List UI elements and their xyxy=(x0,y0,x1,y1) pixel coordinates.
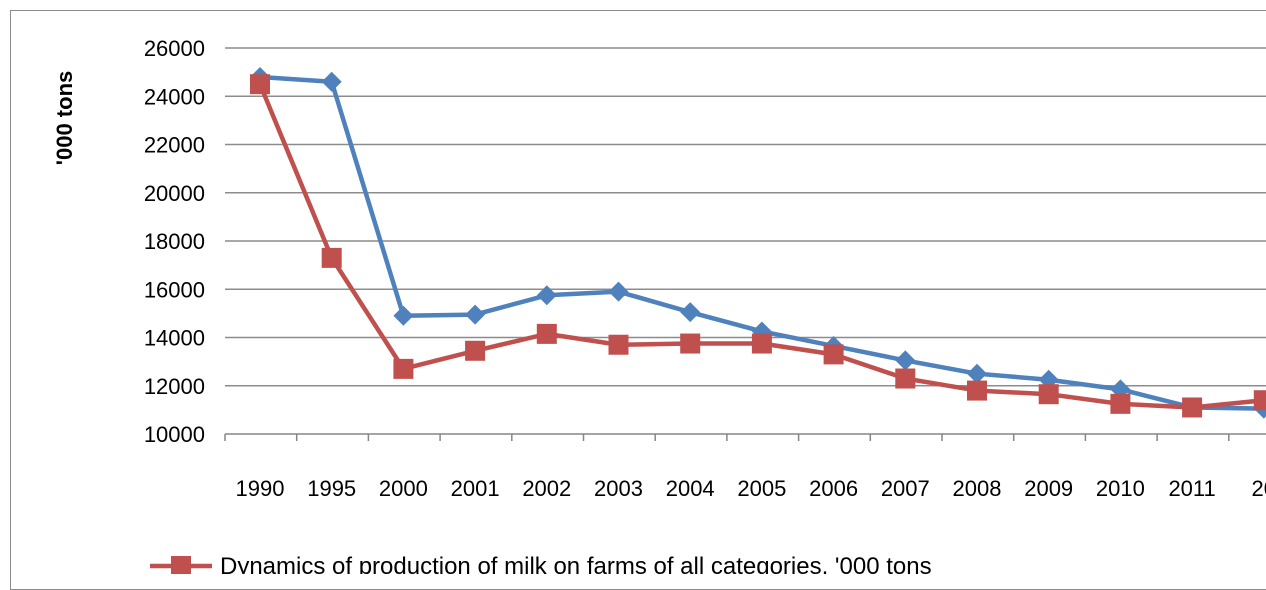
y-tick-label: 22000 xyxy=(144,133,205,158)
x-tick-label: 20 xyxy=(1252,476,1266,501)
y-axis-label: '000 tons xyxy=(52,71,77,166)
data-point xyxy=(250,74,270,95)
x-tick-label: 2011 xyxy=(1168,476,1215,501)
data-point xyxy=(751,333,772,354)
legend-label: Dynamics of production of milk on farms … xyxy=(220,553,932,574)
series-layer xyxy=(250,66,1266,419)
y-tick-label: 24000 xyxy=(144,84,205,109)
line-chart: 10000 12000 14000 16000 18000 20000 22000 24000… xyxy=(52,36,1266,574)
x-tick-label: 2007 xyxy=(881,476,930,501)
data-point xyxy=(967,363,987,384)
data-point xyxy=(465,304,486,325)
data-point xyxy=(465,340,486,361)
data-point xyxy=(680,302,701,323)
data-point xyxy=(608,281,629,302)
x-tick-label: 2004 xyxy=(666,476,715,501)
y-tick-label: 20000 xyxy=(144,181,205,206)
x-tick-label: 2002 xyxy=(522,476,571,501)
legend-marker xyxy=(171,556,191,574)
x-tick-label: 1995 xyxy=(307,476,356,501)
data-point xyxy=(321,71,342,92)
data-point xyxy=(393,305,414,326)
y-tick-label: 14000 xyxy=(144,326,205,351)
data-point xyxy=(321,247,342,268)
data-point xyxy=(1110,393,1131,414)
data-point xyxy=(1182,397,1203,418)
y-tick-label: 18000 xyxy=(144,229,205,254)
x-tick-label: 1990 xyxy=(236,476,285,501)
x-tick-label: 2001 xyxy=(451,476,500,501)
y-tick-label: 16000 xyxy=(144,277,205,302)
x-tick-label: 2009 xyxy=(1024,476,1073,501)
x-axis: 1990 1995 2000 2001 2002 2003 2004 2005 2006 2007… xyxy=(224,434,1266,501)
x-tick-label: 2003 xyxy=(594,476,643,501)
data-point xyxy=(680,333,701,354)
data-point xyxy=(823,344,844,365)
data-point xyxy=(608,334,629,355)
data-point xyxy=(895,350,916,371)
gridlines xyxy=(225,47,1266,435)
y-tick-label: 10000 xyxy=(144,422,205,447)
x-tick-label: 2005 xyxy=(737,476,786,501)
data-point xyxy=(393,358,414,379)
series-0 xyxy=(250,74,1266,418)
y-tick-label: 26000 xyxy=(144,36,205,61)
x-tick-label: 2000 xyxy=(379,476,428,501)
x-tick-label: 2010 xyxy=(1096,476,1145,501)
legend: Dynamics of production of milk on farms … xyxy=(150,553,932,574)
data-point xyxy=(967,380,987,401)
y-tick-label: 12000 xyxy=(144,374,205,399)
data-point xyxy=(536,285,557,306)
data-point xyxy=(1253,390,1266,411)
y-axis-ticks: 10000 12000 14000 16000 18000 20000 22000 24000… xyxy=(144,36,205,447)
data-point xyxy=(1038,384,1059,405)
x-tick-label: 2008 xyxy=(953,476,1002,501)
data-point xyxy=(536,323,557,344)
data-point xyxy=(895,368,916,389)
x-tick-label: 2006 xyxy=(809,476,858,501)
